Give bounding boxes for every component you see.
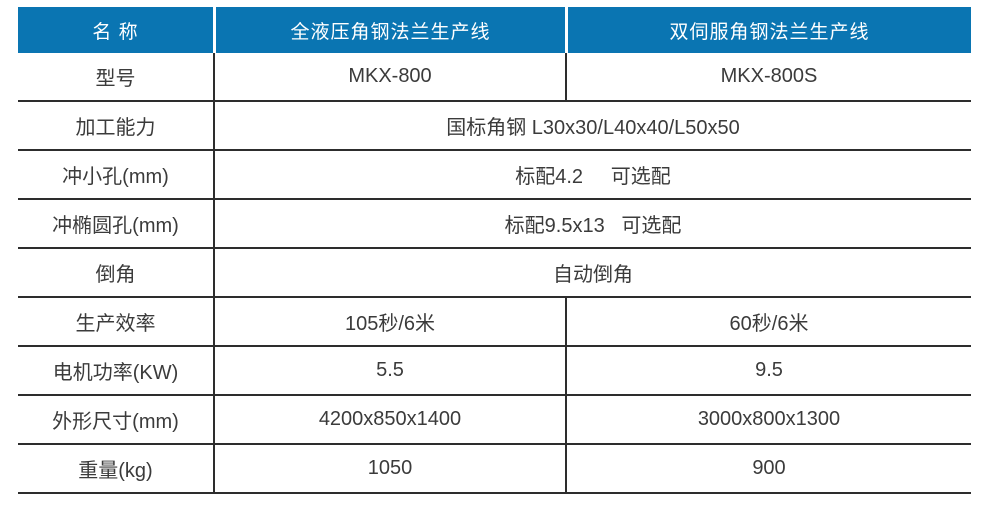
row-oblong-hole: 冲椭圆孔(mm) 标配9.5x13 可选配	[18, 200, 971, 249]
header-cell-name: 名 称	[18, 7, 213, 53]
row-capacity: 加工能力 国标角钢 L30x30/L40x40/L50x50	[18, 102, 971, 151]
row-label: 电机功率(KW)	[52, 362, 179, 384]
row-chamfer: 倒角 自动倒角	[18, 249, 971, 298]
row-efficiency: 生产效率 105秒/6米 60秒/6米	[18, 298, 971, 347]
table-header-row: 名 称 全液压角钢法兰生产线 双伺服角钢法兰生产线	[18, 7, 971, 53]
row-value-span: 标配9.5x13 可选配	[213, 200, 971, 247]
row-value-2: 3000x800x1300	[565, 396, 971, 443]
row-label: 冲椭圆孔(mm)	[52, 215, 179, 237]
row-value-2: 60秒/6米	[565, 298, 971, 345]
row-value-1: MKX-800	[213, 53, 565, 100]
row-value-1: 1050	[213, 445, 565, 492]
row-value-2: 9.5	[565, 347, 971, 394]
row-value-span: 自动倒角	[213, 249, 971, 296]
row-value-2: MKX-800S	[565, 53, 971, 100]
row-label: 倒角	[95, 264, 136, 286]
row-model: 型号 MKX-800 MKX-800S	[18, 53, 971, 102]
row-label: 生产效率	[75, 313, 156, 335]
row-label: 冲小孔(mm)	[62, 166, 169, 188]
header-cell-product-2: 双伺服角钢法兰生产线	[565, 7, 971, 53]
row-small-hole: 冲小孔(mm) 标配4.2 可选配	[18, 151, 971, 200]
product-spec-table: 名 称 全液压角钢法兰生产线 双伺服角钢法兰生产线 型号 MKX-800 MKX…	[18, 7, 971, 494]
row-label: 型号	[95, 68, 136, 90]
row-label: 加工能力	[75, 117, 156, 139]
row-value-1: 4200x850x1400	[213, 396, 565, 443]
row-value-span: 国标角钢 L30x30/L40x40/L50x50	[213, 102, 971, 149]
row-dimensions: 外形尺寸(mm) 4200x850x1400 3000x800x1300	[18, 396, 971, 445]
row-value-1: 105秒/6米	[213, 298, 565, 345]
header-cell-product-1: 全液压角钢法兰生产线	[213, 7, 565, 53]
row-label: 重量(kg)	[78, 460, 153, 482]
row-value-span: 标配4.2 可选配	[213, 151, 971, 198]
row-value-1: 5.5	[213, 347, 565, 394]
row-label: 外形尺寸(mm)	[52, 411, 179, 433]
row-motor-power: 电机功率(KW) 5.5 9.5	[18, 347, 971, 396]
row-weight: 重量(kg) 1050 900	[18, 445, 971, 494]
row-value-2: 900	[565, 445, 971, 492]
